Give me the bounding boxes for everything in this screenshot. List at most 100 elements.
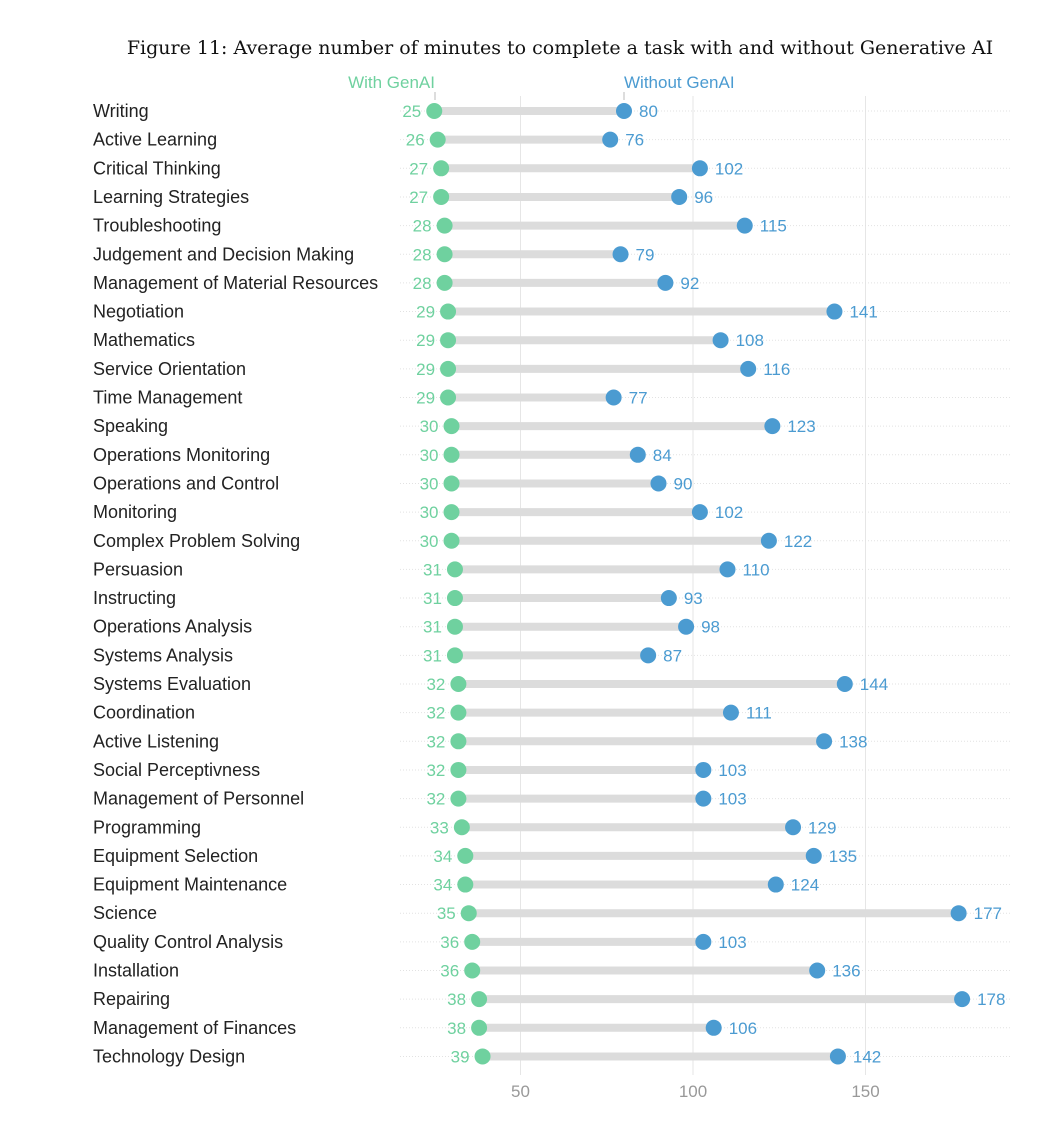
without-genai-label: 102 (715, 503, 743, 522)
category-label: Social Perceptivness (93, 760, 260, 780)
legend-without-genai: Without GenAI (624, 73, 735, 92)
category-label: Time Management (93, 388, 242, 408)
without-genai-point (722, 704, 739, 721)
category-label: Equipment Selection (93, 846, 258, 866)
with-genai-label: 30 (420, 532, 439, 551)
with-genai-label: 26 (406, 131, 425, 150)
without-genai-label: 108 (736, 331, 764, 350)
with-genai-point (450, 704, 467, 721)
without-genai-label: 110 (743, 560, 770, 579)
with-genai-label: 32 (426, 790, 445, 809)
with-genai-label: 30 (420, 503, 439, 522)
without-genai-point (629, 446, 646, 463)
with-genai-point (443, 475, 460, 492)
with-genai-label: 31 (423, 560, 442, 579)
without-genai-point (764, 418, 781, 435)
with-genai-label: 32 (426, 761, 445, 780)
without-genai-label: 142 (853, 1047, 881, 1066)
with-genai-label: 36 (440, 933, 459, 952)
with-genai-point (429, 131, 446, 148)
with-genai-point (453, 819, 470, 836)
without-genai-label: 123 (787, 417, 815, 436)
category-label: Learning Strategies (93, 187, 249, 207)
without-genai-label: 76 (625, 131, 644, 150)
with-genai-label: 38 (447, 1019, 466, 1038)
with-genai-label: 39 (451, 1047, 470, 1066)
without-genai-label: 103 (718, 761, 746, 780)
with-genai-point (440, 389, 457, 406)
with-genai-label: 33 (430, 818, 449, 837)
with-genai-point (433, 160, 450, 177)
with-genai-point (443, 532, 460, 549)
without-genai-label: 102 (715, 159, 743, 178)
without-genai-point (640, 647, 657, 664)
category-label: Operations and Control (93, 473, 279, 493)
without-genai-label: 136 (832, 962, 860, 981)
with-genai-point (450, 761, 467, 778)
with-genai-point (450, 676, 467, 692)
without-genai-point (760, 532, 777, 549)
with-genai-point (440, 303, 457, 320)
category-label: Operations Monitoring (93, 445, 270, 465)
with-genai-point (446, 647, 463, 664)
without-genai-point (712, 332, 729, 349)
with-genai-label: 32 (426, 704, 445, 723)
without-genai-point (719, 561, 736, 578)
category-label: Technology Design (93, 1046, 245, 1066)
category-label: Installation (93, 961, 179, 981)
without-genai-label: 79 (636, 245, 655, 264)
x-tick-label-100: 100 (679, 1082, 707, 1101)
category-label: Operations Analysis (93, 617, 252, 637)
with-genai-label: 34 (433, 876, 452, 895)
with-genai-point (460, 905, 477, 922)
with-genai-point (471, 1019, 488, 1036)
without-genai-label: 84 (653, 446, 672, 465)
without-genai-label: 93 (684, 589, 703, 608)
with-genai-label: 29 (416, 331, 435, 350)
with-genai-label: 32 (426, 732, 445, 751)
with-genai-point (443, 446, 460, 463)
without-genai-point (740, 360, 757, 377)
without-genai-point (650, 475, 667, 492)
without-genai-point (678, 618, 695, 635)
with-genai-label: 31 (423, 618, 442, 637)
without-genai-point (602, 131, 619, 148)
without-genai-label: 135 (829, 847, 857, 866)
without-genai-label: 90 (674, 474, 693, 493)
category-label: Quality Control Analysis (93, 932, 283, 952)
without-genai-label: 87 (663, 646, 682, 665)
category-label: Writing (93, 101, 149, 121)
with-genai-label: 31 (423, 646, 442, 665)
without-genai-point (809, 962, 826, 979)
without-genai-point (785, 819, 802, 836)
category-label: Troubleshooting (93, 216, 221, 236)
with-genai-point (436, 274, 453, 291)
category-label: Active Learning (93, 130, 217, 150)
with-genai-label: 38 (447, 990, 466, 1009)
x-axis: 50 100 150 (511, 1082, 880, 1101)
category-label: Management of Personnel (93, 789, 304, 809)
with-genai-point (464, 933, 481, 950)
without-genai-label: 92 (680, 274, 699, 293)
without-genai-point (826, 303, 843, 320)
without-genai-label: 122 (784, 532, 812, 551)
without-genai-point (657, 274, 674, 291)
with-genai-label: 28 (413, 274, 432, 293)
without-genai-label: 177 (974, 904, 1002, 923)
with-genai-label: 35 (437, 904, 456, 923)
without-genai-label: 115 (760, 217, 787, 236)
without-genai-label: 103 (718, 790, 746, 809)
category-label: Programming (93, 817, 201, 837)
category-label: Systems Evaluation (93, 674, 251, 694)
with-genai-point (457, 876, 474, 893)
with-genai-point (446, 561, 463, 578)
category-label: Critical Thinking (93, 158, 221, 178)
with-genai-point (446, 618, 463, 635)
without-genai-point (691, 160, 708, 177)
figure-title: Figure 11: Average number of minutes to … (127, 37, 993, 59)
with-genai-label: 34 (433, 847, 452, 866)
with-genai-point (450, 733, 467, 750)
category-label: Negotiation (93, 302, 184, 322)
without-genai-label: 111 (746, 704, 772, 723)
